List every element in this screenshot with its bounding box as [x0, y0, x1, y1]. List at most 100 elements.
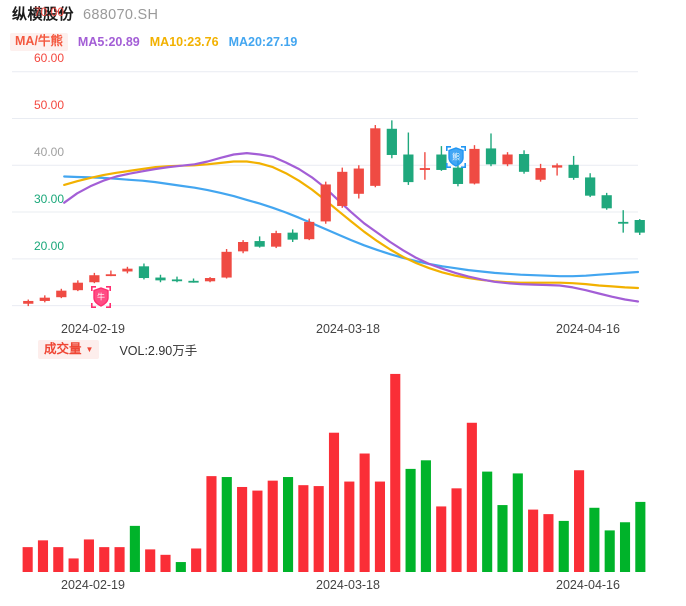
volume-bar[interactable] [497, 505, 508, 572]
volume-bar[interactable] [22, 547, 33, 572]
bull-marker[interactable]: 牛 [91, 286, 111, 308]
candlestick[interactable] [535, 163, 546, 182]
candlestick[interactable] [271, 230, 282, 249]
volume-chart[interactable] [0, 362, 686, 574]
volume-bar[interactable] [298, 485, 309, 572]
candlestick[interactable] [188, 278, 199, 283]
volume-bar[interactable] [206, 476, 217, 572]
volume-bar[interactable] [129, 525, 140, 572]
volume-bar[interactable] [83, 539, 94, 572]
candlestick[interactable] [122, 266, 133, 274]
volume-bar[interactable] [635, 501, 646, 572]
candle-body [122, 268, 133, 272]
volume-bar[interactable] [53, 547, 64, 572]
candlestick[interactable] [204, 277, 216, 283]
candlestick[interactable] [105, 270, 117, 277]
candlestick[interactable] [436, 146, 447, 171]
candlestick[interactable] [403, 132, 414, 185]
stock-name: 纵横股份 [12, 6, 75, 23]
candle-body [452, 167, 464, 184]
candlestick[interactable] [634, 219, 645, 235]
candle-body [204, 278, 216, 282]
volume-bar[interactable] [451, 488, 462, 572]
bear-marker[interactable]: 熊 [446, 146, 466, 168]
volume-bar[interactable] [512, 473, 523, 572]
volume-badge-label: 成交量 [44, 342, 82, 357]
volume-bar[interactable] [420, 460, 431, 572]
volume-bar[interactable] [619, 522, 631, 572]
volume-bar[interactable] [604, 530, 615, 572]
candlestick[interactable] [618, 210, 629, 233]
candlestick[interactable] [337, 167, 348, 208]
candlestick[interactable] [601, 192, 612, 210]
volume-bar[interactable] [436, 506, 447, 572]
volume-bar[interactable] [99, 547, 110, 572]
candlestick[interactable] [518, 150, 530, 174]
volume-bar[interactable] [68, 558, 79, 572]
volume-bar[interactable] [574, 470, 585, 572]
volume-bar[interactable] [558, 520, 569, 572]
volume-bar[interactable] [160, 554, 171, 572]
volume-bar[interactable] [528, 509, 539, 572]
candlestick[interactable] [254, 236, 265, 248]
price-chart[interactable] [0, 60, 686, 322]
volume-bar[interactable] [114, 547, 125, 572]
candlestick[interactable] [287, 229, 298, 242]
volume-bar[interactable] [37, 540, 49, 572]
volume-indicator-selector[interactable]: 成交量 ▼ [38, 340, 100, 359]
volume-bar[interactable] [313, 486, 324, 572]
candlestick[interactable] [39, 295, 50, 303]
candlestick[interactable] [419, 152, 431, 180]
volume-bar[interactable] [221, 477, 232, 572]
legend-ma10[interactable]: MA10:23.76 [149, 34, 219, 49]
candlestick[interactable] [502, 152, 513, 167]
candlestick[interactable] [551, 163, 563, 176]
volume-bar[interactable] [589, 507, 600, 572]
candlestick[interactable] [304, 218, 315, 241]
chevron-down-icon: ▼ [85, 344, 94, 354]
volume-bar[interactable] [466, 422, 477, 572]
candlestick[interactable] [237, 240, 249, 254]
volume-bar[interactable] [267, 480, 278, 572]
candlestick[interactable] [370, 125, 381, 188]
y-axis-label: 40.00 [33, 145, 64, 160]
candlestick[interactable] [155, 274, 166, 283]
volume-bar[interactable] [482, 471, 493, 572]
y-axis-label: 20.00 [33, 238, 64, 253]
candlestick[interactable] [485, 133, 497, 167]
candle-body [585, 177, 596, 196]
candle-body [237, 241, 249, 252]
volume-bar[interactable] [237, 486, 248, 572]
candlestick[interactable] [320, 181, 331, 224]
legend-ma20[interactable]: MA20:27.19 [228, 34, 298, 49]
candlestick[interactable] [568, 155, 579, 180]
volume-bar[interactable] [145, 549, 156, 572]
ma-bull-bear-badge[interactable]: MA/牛熊 [10, 33, 68, 51]
volume-bar[interactable] [405, 468, 416, 572]
candlestick[interactable] [221, 249, 232, 279]
candlestick[interactable] [171, 276, 183, 283]
ma20-line [63, 175, 640, 278]
volume-bar[interactable] [282, 477, 294, 572]
candlestick[interactable] [138, 263, 150, 280]
candlestick[interactable] [386, 120, 397, 159]
volume-bar[interactable] [328, 432, 340, 572]
candlestick[interactable] [353, 165, 364, 199]
volume-bar[interactable] [252, 490, 263, 572]
legend-ma5[interactable]: MA5:20.89 [77, 34, 140, 49]
candlestick[interactable] [469, 145, 480, 185]
volume-bar[interactable] [374, 481, 386, 572]
candlestick[interactable] [56, 288, 67, 299]
volume-bar[interactable] [543, 514, 554, 572]
candlestick[interactable] [585, 173, 596, 198]
volume-bar[interactable] [359, 453, 370, 572]
x-axis-label: 2024-02-19 [61, 578, 125, 592]
volume-bar[interactable] [191, 548, 202, 572]
candlestick[interactable] [23, 299, 34, 307]
candle-body [551, 165, 563, 168]
candlestick[interactable] [89, 272, 100, 284]
volume-bar[interactable] [344, 481, 355, 572]
volume-bar[interactable] [390, 373, 401, 572]
candlestick[interactable] [72, 280, 83, 292]
volume-bar[interactable] [175, 562, 186, 572]
